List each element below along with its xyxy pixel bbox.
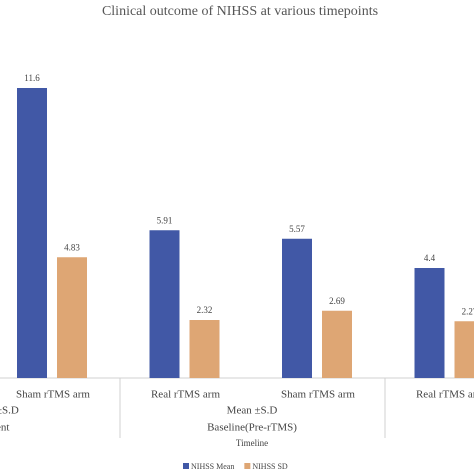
bar	[17, 88, 47, 378]
bar	[57, 257, 87, 378]
x-tick-label: Sham rTMS arm	[281, 389, 355, 401]
x-tick-label: Sham rTMS arm	[16, 389, 90, 401]
value-label: 4.83	[64, 242, 80, 252]
value-label: 2.32	[197, 305, 213, 315]
supergroup-label: Baseline(Pre-rTMS)	[207, 422, 297, 434]
bar	[149, 230, 180, 378]
legend-swatch	[183, 463, 189, 469]
x-tick-label: Real rTMS arm	[151, 389, 220, 401]
x-axis-title: Timeline	[236, 438, 268, 448]
bar	[454, 321, 474, 378]
group-label: ±S.D	[0, 405, 19, 417]
legend-label: NIHSS SD	[252, 462, 288, 471]
legend-label: NIHSS Mean	[191, 462, 234, 471]
value-label: 4.4	[424, 253, 436, 263]
group-label: Mean ±S.D	[227, 405, 278, 417]
value-label: 2.27	[462, 306, 474, 316]
bar	[282, 238, 312, 378]
bar	[322, 310, 352, 378]
bar	[189, 320, 220, 378]
legend-swatch	[244, 463, 251, 469]
value-label: 5.57	[289, 224, 305, 234]
value-label: 5.91	[157, 215, 173, 225]
x-tick-label: Real rTMS arm	[416, 389, 474, 401]
chart-title: Clinical outcome of NIHSS at various tim…	[102, 4, 378, 19]
value-label: 11.6	[24, 73, 40, 83]
bar	[414, 268, 445, 378]
supergroup-label: ent	[0, 422, 9, 434]
value-label: 2.69	[329, 296, 345, 306]
